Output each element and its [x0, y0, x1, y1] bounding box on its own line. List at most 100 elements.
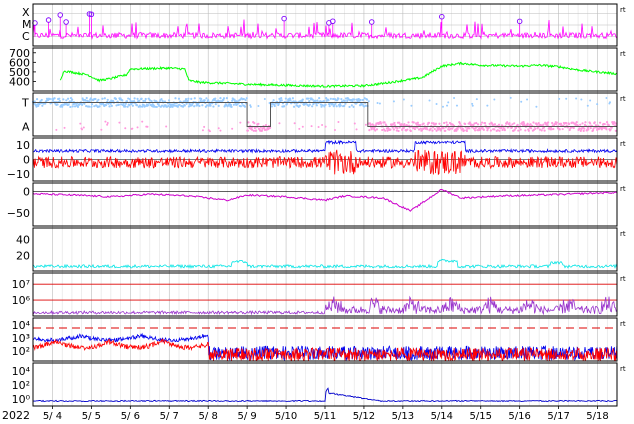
sector-point — [546, 121, 550, 124]
sector-point — [184, 99, 187, 103]
sector-point — [140, 97, 143, 100]
sector-point — [513, 128, 516, 131]
sector-point — [483, 122, 487, 125]
date-tick-label: 5/17 — [547, 411, 569, 422]
sector-point — [185, 102, 188, 105]
sector-point — [280, 97, 283, 100]
sector-point — [612, 123, 615, 126]
sector-point — [56, 103, 59, 106]
sector-point — [348, 105, 351, 109]
sector-point — [288, 97, 292, 100]
sector-point — [263, 97, 266, 100]
sector-point — [278, 97, 281, 100]
sector-point — [167, 99, 171, 102]
sector-point — [398, 121, 401, 124]
dst-line — [32, 189, 618, 212]
sector-point — [351, 100, 354, 103]
sector-point — [337, 97, 340, 100]
sector-point — [114, 97, 118, 101]
sector-point — [561, 127, 564, 131]
sector-point — [465, 129, 469, 133]
neutron-line — [32, 387, 618, 403]
y-tick-label: 40 — [16, 234, 30, 247]
sector-point — [340, 97, 343, 101]
sector-point — [535, 105, 538, 108]
sector-point — [144, 99, 147, 103]
sector-point — [393, 121, 396, 125]
sector-point — [488, 122, 491, 125]
sector-point — [148, 99, 151, 102]
sector-label: A — [22, 121, 30, 134]
sector-point — [124, 102, 127, 105]
date-tick-label: 5/11 — [314, 411, 336, 422]
sector-point — [383, 121, 386, 124]
sector-point — [106, 123, 109, 126]
sector-point — [178, 103, 181, 106]
sector-point — [402, 126, 405, 130]
sector-point — [350, 104, 353, 107]
rt-mark: rt — [620, 230, 626, 238]
sector-point — [379, 122, 383, 125]
sector-point — [493, 123, 497, 126]
sector-point — [458, 122, 462, 125]
sector-point — [587, 128, 590, 131]
sector-point — [311, 98, 314, 101]
wind-speed-line — [59, 61, 618, 89]
y-tick-label: 400 — [9, 75, 30, 88]
sector-point — [468, 127, 471, 130]
y-tick-label: 10⁶ — [12, 294, 31, 307]
sector-point — [207, 98, 210, 102]
sector-point — [111, 99, 115, 103]
sector-point — [317, 125, 320, 128]
y-tick-label: 600 — [9, 56, 30, 69]
sector-point — [395, 129, 398, 132]
sector-point — [201, 129, 204, 132]
sector-point — [81, 128, 84, 131]
sector-point — [468, 121, 471, 124]
date-tick-label: 5/14 — [431, 411, 453, 422]
sector-point — [158, 104, 161, 108]
sector-point — [62, 98, 65, 101]
y-tick-label: −50 — [7, 207, 30, 220]
sector-point — [605, 128, 608, 131]
flare-class-label: X — [22, 6, 30, 19]
sector-point — [124, 127, 127, 130]
sector-point — [128, 104, 131, 107]
sector-point — [311, 105, 314, 108]
sector-point — [249, 105, 252, 108]
sector-point — [363, 97, 366, 100]
sector-point — [334, 102, 337, 105]
sector-point — [298, 127, 301, 130]
sector-point — [310, 125, 313, 128]
panel-frame-imf-bz — [32, 137, 618, 182]
y-tick-label: 0 — [23, 154, 30, 167]
sector-point — [501, 128, 504, 132]
sector-point — [205, 97, 208, 100]
sector-point — [117, 103, 120, 106]
sector-point — [103, 97, 106, 100]
sector-point — [125, 100, 129, 103]
sector-point — [527, 129, 530, 132]
sector-point — [614, 129, 617, 132]
sector-point — [591, 129, 595, 132]
sector-point — [498, 129, 501, 132]
sector-point — [583, 127, 586, 130]
sector-point — [455, 104, 458, 107]
sector-point — [183, 104, 186, 107]
flare-marker — [45, 17, 52, 23]
sector-point — [239, 121, 242, 124]
sector-point — [217, 104, 220, 108]
sector-point — [322, 99, 325, 103]
sector-point — [217, 127, 220, 130]
sector-point — [589, 127, 592, 130]
sector-point — [516, 123, 519, 126]
sector-point — [441, 105, 444, 108]
sector-point — [141, 120, 144, 123]
sector-point — [146, 103, 150, 107]
sector-point — [98, 105, 101, 108]
sector-point — [171, 105, 174, 108]
sector-point — [429, 127, 432, 130]
sector-point — [356, 99, 359, 103]
sector-point — [412, 121, 415, 124]
sector-point — [324, 125, 327, 128]
